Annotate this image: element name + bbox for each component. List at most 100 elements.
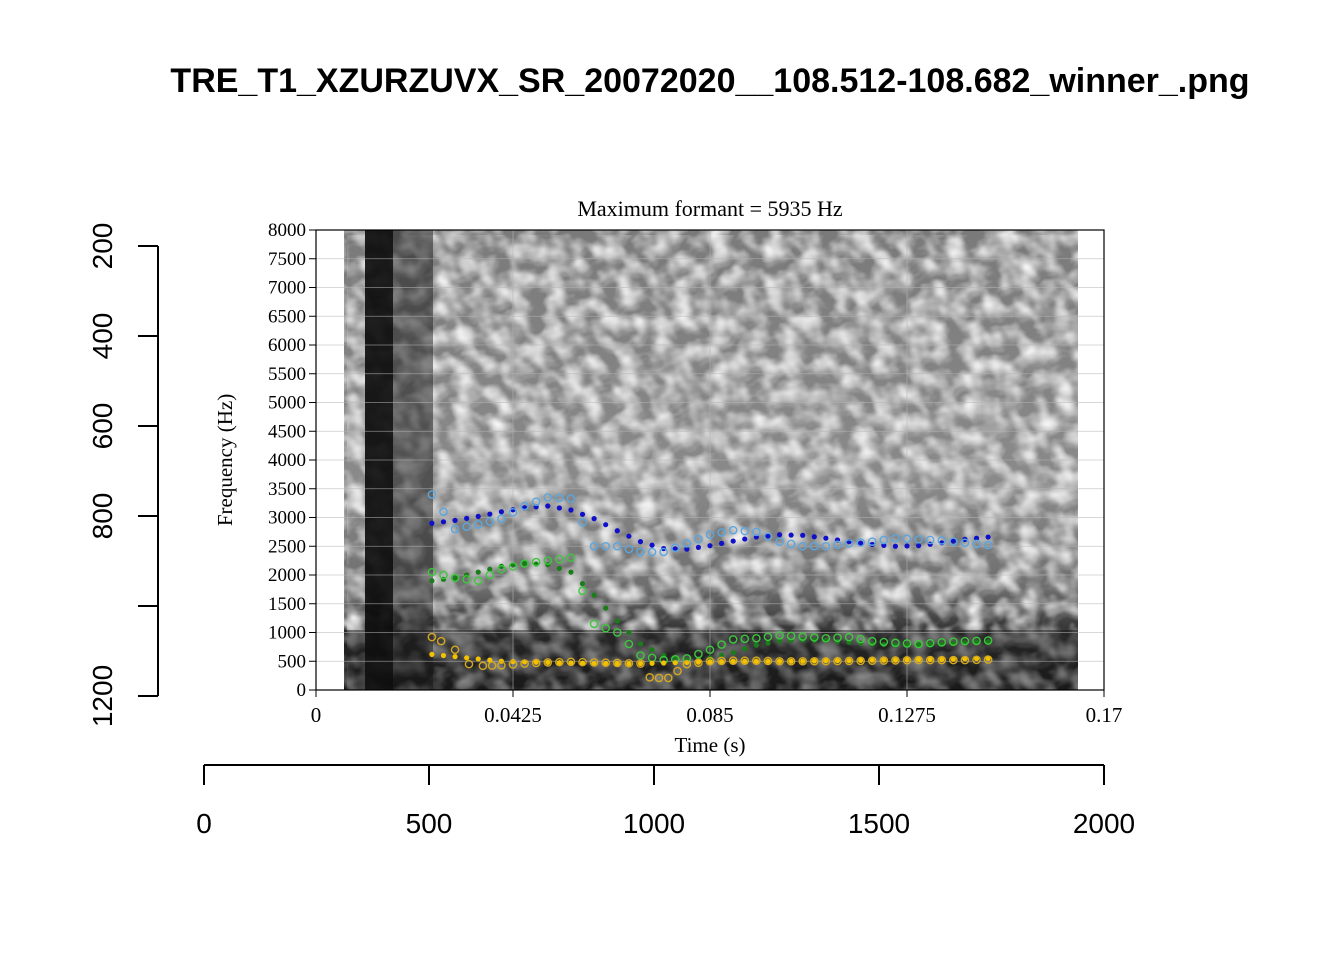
formant-point [485, 570, 495, 580]
formant-point [508, 508, 518, 517]
formant-point [603, 605, 609, 611]
formant-point [821, 656, 831, 666]
formant-point [752, 656, 761, 665]
formant-point [545, 503, 551, 509]
formant-point [670, 543, 680, 552]
formant-point [867, 636, 877, 646]
x-axis-title: Time (s) [675, 733, 746, 757]
formant-point [914, 655, 923, 665]
formant-point [578, 657, 587, 667]
formant-point [844, 656, 854, 666]
formant-point [937, 637, 947, 647]
spectrogram [344, 230, 1081, 695]
formant-point [614, 618, 620, 624]
outer-x-tick-label: 2000 [1073, 808, 1135, 839]
formant-point [730, 658, 736, 664]
formant-point [972, 539, 981, 549]
y-tick-label: 7500 [268, 249, 306, 270]
outer-y-tick-label: 600 [87, 403, 118, 450]
formant-point [856, 634, 865, 644]
formant-point [879, 637, 889, 647]
formant-point [788, 658, 794, 664]
formant-point [450, 573, 460, 583]
formant-point [752, 527, 761, 537]
y-tick-label: 0 [297, 680, 307, 701]
formant-point [589, 619, 599, 629]
formant-point [869, 657, 875, 663]
formant-point [915, 641, 922, 648]
formant-point [555, 657, 564, 667]
formant-point [833, 633, 842, 642]
formant-point [811, 658, 817, 664]
formant-point [672, 660, 678, 666]
formant-point [798, 632, 808, 641]
formant-chart: Maximum formant = 5935 Hz 0 500 1000 1500 20… [213, 196, 1122, 757]
y-axis-title: Frequency (Hz) [213, 394, 237, 526]
formant-point [834, 658, 841, 664]
formant-point [429, 578, 435, 584]
formant-point [960, 538, 970, 548]
formant-point [649, 660, 655, 666]
formant-point [763, 632, 773, 642]
formant-point [694, 658, 703, 667]
outer-y-tick-label: 400 [87, 313, 118, 360]
y-tick-label: 5500 [268, 364, 306, 385]
formant-point [579, 511, 586, 517]
formant-point [636, 659, 645, 668]
formant-series [429, 651, 991, 667]
formant-point [440, 519, 447, 525]
formant-point [856, 538, 865, 547]
formant-point [902, 655, 912, 665]
formant-point [833, 656, 842, 666]
formant-point [682, 539, 692, 548]
formant-point [427, 490, 437, 499]
formant-point [786, 539, 796, 549]
formant-point [637, 641, 644, 647]
formant-point [531, 497, 541, 506]
x-axis: 0 0.0425 0.085 0.1275 0.17 [311, 690, 1122, 727]
formant-point [972, 655, 981, 665]
outer-x-tick-label: 1000 [623, 808, 685, 839]
formant-point [960, 655, 970, 665]
formant-point [786, 656, 796, 666]
formant-point [531, 557, 541, 567]
formant-point [927, 641, 933, 647]
y-tick-label: 500 [278, 651, 307, 672]
y-tick-label: 6000 [268, 335, 306, 356]
formant-point [985, 534, 991, 540]
formant-point [763, 532, 773, 542]
formant-point [728, 635, 738, 644]
formant-point [475, 513, 481, 519]
formant-point [439, 570, 448, 580]
formant-point [508, 660, 518, 669]
formant-point [925, 535, 935, 545]
formant-point [881, 657, 887, 663]
formant-point [821, 541, 831, 551]
formant-point [612, 658, 622, 668]
formant-point [915, 543, 922, 549]
formant-point [626, 629, 632, 636]
formant-point [672, 546, 678, 552]
x-tick-label: 0.085 [686, 703, 733, 727]
formant-point [452, 654, 458, 660]
formant-point [654, 673, 664, 683]
formant-point [891, 638, 900, 648]
formant-point [730, 538, 736, 544]
formant-point [985, 639, 991, 645]
formant-point [904, 543, 910, 549]
y-tick-label: 7000 [268, 278, 306, 299]
y-tick-label: 2000 [268, 565, 306, 586]
formant-point [753, 642, 759, 648]
formant-point [844, 539, 854, 548]
formant-point [649, 647, 655, 653]
formant-point [867, 537, 877, 546]
formant-point [436, 636, 446, 646]
formant-point [891, 533, 900, 543]
formant-point [510, 658, 516, 665]
formant-point [452, 575, 458, 581]
formant-point [498, 509, 505, 515]
formant-point [673, 666, 682, 676]
formant-point [439, 507, 448, 517]
formant-point [626, 533, 632, 539]
